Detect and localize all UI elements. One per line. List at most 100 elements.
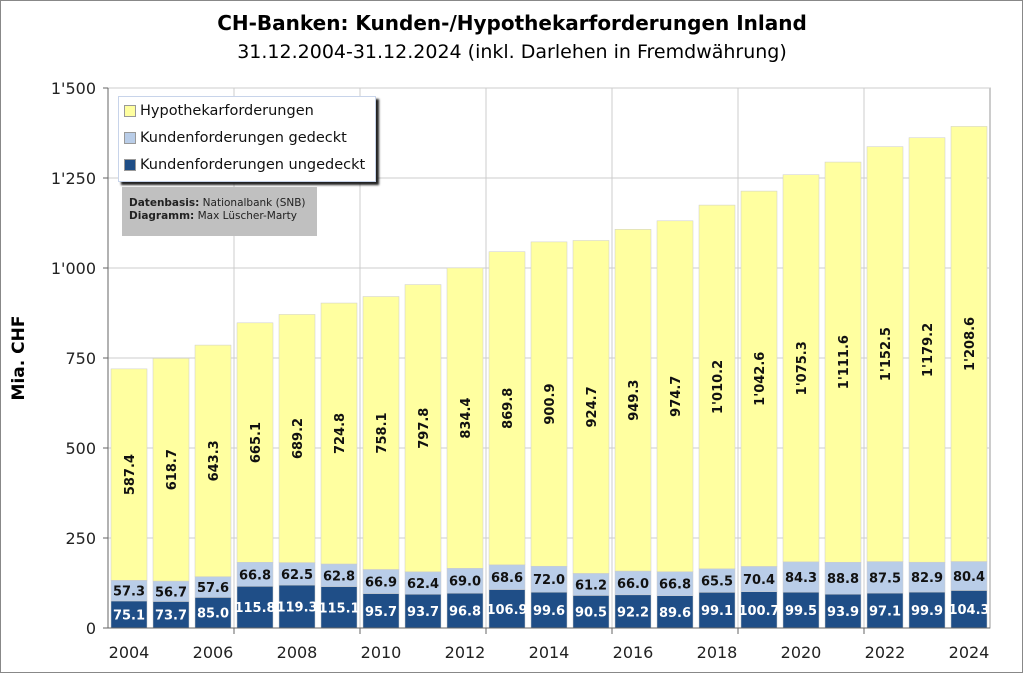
legend-swatch [124,104,136,117]
x-tick-label: 2022 [865,643,906,662]
bar-ungedeckt [152,601,190,629]
data-label: 99.1 [701,604,733,619]
data-label: 106.9 [486,603,527,618]
data-label: 119.3 [276,601,317,616]
data-label: 900.9 [543,383,558,424]
y-tick-label: 0 [86,619,96,638]
data-label: 93.7 [407,605,439,620]
x-tick-label: 2020 [781,643,822,662]
bar-ungedeckt [572,595,610,629]
y-tick-label: 1'500 [51,79,96,98]
data-label: 87.5 [869,571,901,586]
source-value: Nationalbank (SNB) [202,197,306,209]
data-label: 618.7 [165,449,180,490]
bar-gedeckt [236,562,274,587]
data-label: 88.8 [827,572,859,587]
bar-gedeckt [446,568,484,594]
data-label: 62.5 [281,568,313,583]
bar-hypothekar [320,302,358,565]
data-label: 1'208.6 [963,317,978,371]
x-tick-label: 2012 [445,643,486,662]
data-label: 68.6 [491,571,523,586]
data-label: 587.4 [123,454,138,495]
y-tick-label: 1'250 [51,169,96,188]
chart-subtitle: 31.12.2004-31.12.2024 (inkl. Darlehen in… [237,41,787,63]
x-tick-label: 2004 [109,643,150,662]
bar-ungedeckt [278,584,316,629]
data-label: 92.2 [617,605,649,620]
x-tick-label: 2024 [949,643,990,662]
data-label: 115.8 [234,601,275,616]
data-label: 84.3 [785,571,817,586]
bar-hypothekar [824,161,862,563]
bar-hypothekar [782,174,820,563]
x-tick-label: 2006 [193,643,234,662]
data-label: 95.7 [365,605,397,620]
legend-item-ungedeckt: Kundenforderungen ungedeckt [119,151,375,178]
legend: Hypothekarforderungen Kundenforderungen … [118,96,376,182]
legend-swatch [124,131,136,144]
data-label: 72.0 [533,573,565,588]
data-label: 90.5 [575,606,607,621]
bar-gedeckt [824,561,862,595]
bar-hypothekar [614,229,652,572]
bar-gedeckt [782,561,820,593]
data-label: 97.1 [869,605,901,620]
x-tick-label: 2018 [697,643,738,662]
data-label: 57.6 [197,581,229,596]
y-tick-label: 500 [65,439,96,458]
author-label: Diagramm: [129,210,195,222]
bar-hypothekar [152,358,190,582]
data-label: 99.6 [533,604,565,619]
data-label: 689.2 [291,418,306,459]
bar-ungedeckt [404,594,442,629]
bar-ungedeckt [614,594,652,629]
bar-gedeckt [530,565,568,593]
data-label: 1'179.2 [921,323,936,377]
x-tick-label: 2008 [277,643,318,662]
data-label: 80.4 [953,570,985,585]
data-label: 57.3 [113,585,145,600]
bar-hypothekar [488,251,526,566]
bar-gedeckt [740,566,778,592]
legend-item-hypothekar: Hypothekarforderungen [119,97,375,124]
legend-label: Kundenforderungen gedeckt [140,129,347,146]
data-label: 75.1 [113,608,145,623]
x-tick-label: 2016 [613,643,654,662]
data-label: 99.5 [785,604,817,619]
bar-hypothekar [866,146,904,562]
data-label: 724.8 [333,413,348,454]
bar-ungedeckt [950,590,988,629]
data-label: 1'010.2 [711,360,726,414]
y-tick-label: 1'000 [51,259,96,278]
data-label: 104.3 [948,603,989,618]
bar-gedeckt [362,569,400,594]
legend-label: Hypothekarforderungen [140,102,314,119]
bar-ungedeckt [488,589,526,629]
data-label: 93.9 [827,605,859,620]
bar-hypothekar [362,296,400,570]
data-label: 758.1 [375,412,390,453]
legend-swatch [124,158,136,171]
data-label: 99.9 [911,604,943,619]
data-label: 1'075.3 [795,341,810,395]
data-label: 869.8 [501,388,516,429]
data-label: 82.9 [911,571,943,586]
data-label: 89.6 [659,606,691,621]
bar-ungedeckt [530,591,568,629]
bar-ungedeckt [446,592,484,629]
bar-hypothekar [404,284,442,573]
bar-gedeckt [656,571,694,596]
bar-ungedeckt [656,595,694,629]
bar-hypothekar [110,368,148,581]
y-tick-label: 750 [65,349,96,368]
bar-hypothekar [446,267,484,569]
legend-label: Kundenforderungen ungedeckt [140,156,366,173]
bar-hypothekar [698,204,736,569]
data-label: 73.7 [155,609,187,624]
y-axis-label: Mia. CHF [9,316,29,401]
data-label: 96.8 [449,605,481,620]
bar-hypothekar [950,126,988,562]
data-label: 62.4 [407,577,439,592]
data-label: 1'111.6 [837,335,852,389]
